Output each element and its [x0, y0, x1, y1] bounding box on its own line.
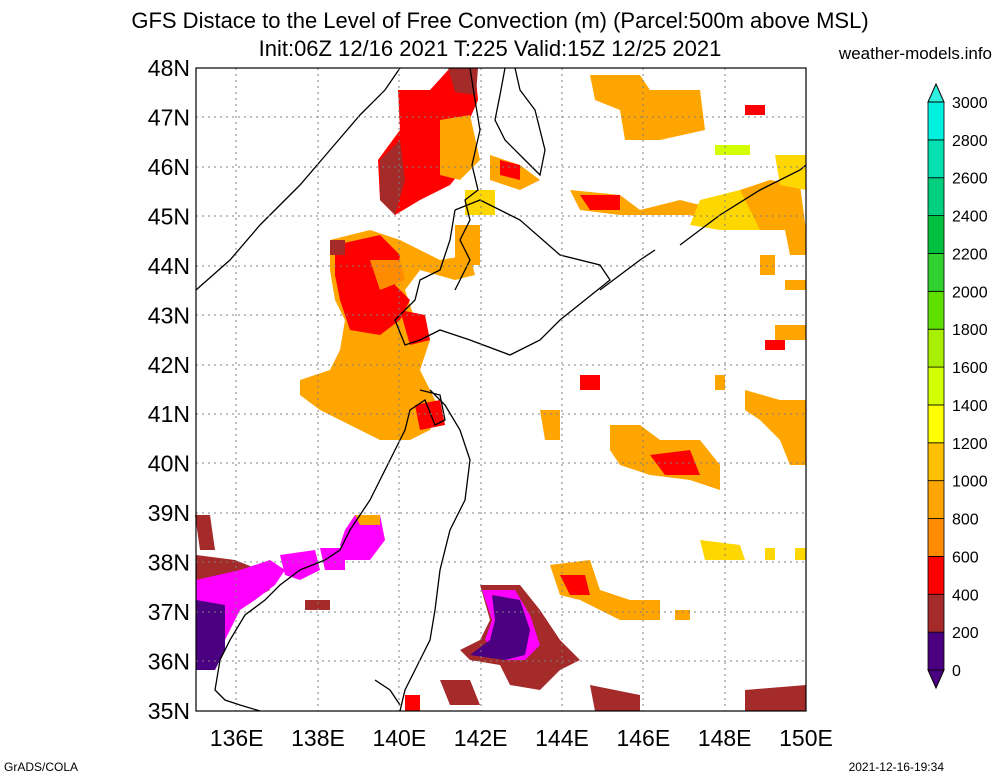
colorbar-swatch: [927, 328, 945, 368]
colorbar-swatch: [927, 593, 945, 633]
latitude-label: 36N: [148, 649, 190, 675]
colorbar-label: 1200: [952, 436, 988, 453]
chart-subtitle: Init:06Z 12/16 2021 T:225 Valid:15Z 12/2…: [258, 36, 722, 61]
colorbar: 0 200 400 600 800 1000 1200 1400 1600 1800 2000 220…: [927, 82, 988, 690]
colorbar-swatch: [927, 556, 945, 595]
longitude-label: 138E: [291, 725, 345, 751]
colorbar-label: 1400: [952, 398, 988, 415]
chart-title: GFS Distace to the Level of Free Convect…: [131, 8, 869, 33]
colorbar-label: 0: [952, 663, 961, 680]
map-frame: [195, 67, 807, 712]
latitude-label: 35N: [148, 698, 190, 724]
colorbar-swatch: [927, 631, 945, 671]
colorbar-swatch: [927, 290, 945, 330]
colorbar-swatch: [927, 139, 945, 179]
render-timestamp: 2021-12-16-19:34: [848, 760, 944, 774]
colorbar-swatch: [927, 215, 945, 254]
colorbar-swatch: [927, 480, 945, 519]
colorbar-label: 1600: [952, 360, 988, 377]
colorbar-swatch: [927, 442, 945, 482]
latitude-label: 47N: [148, 104, 190, 130]
colorbar-label: 400: [952, 587, 979, 604]
colorbar-swatch: [927, 366, 945, 406]
colorbar-label: 2800: [952, 133, 988, 150]
colorbar-label: 2000: [952, 284, 988, 301]
latitude-label: 41N: [148, 401, 190, 427]
longitude-labels: 136E 138E 140E 142E 144E 146E 148E 150E: [210, 725, 833, 751]
longitude-label: 136E: [210, 725, 264, 751]
colorbar-min-arrow: [927, 669, 945, 690]
longitude-label: 144E: [535, 725, 589, 751]
latitude-label: 40N: [148, 451, 190, 477]
colorbar-swatch: [927, 177, 945, 217]
latitude-label: 46N: [148, 154, 190, 180]
longitude-label: 150E: [779, 725, 833, 751]
colorbar-label: 3000: [952, 95, 988, 112]
coastlines: [195, 67, 807, 712]
latitude-label: 37N: [148, 599, 190, 625]
longitude-label: 140E: [372, 725, 426, 751]
colorbar-max-arrow: [927, 82, 945, 103]
latitude-label: 45N: [148, 203, 190, 229]
graticule: [196, 68, 806, 711]
lfc-field: [195, 68, 806, 711]
colorbar-label: 1800: [952, 322, 988, 339]
latitude-label: 42N: [148, 352, 190, 378]
latitude-label: 44N: [148, 253, 190, 279]
latitude-label: 38N: [148, 550, 190, 576]
colorbar-label: 600: [952, 549, 979, 566]
colorbar-label: 2200: [952, 246, 988, 263]
longitude-label: 146E: [616, 725, 670, 751]
latitude-label: 43N: [148, 302, 190, 328]
colorbar-swatch: [927, 253, 945, 292]
longitude-label: 142E: [454, 725, 508, 751]
colorbar-label: 200: [952, 625, 979, 642]
site-credit: weather-models.info: [838, 44, 992, 63]
colorbar-label: 2600: [952, 171, 988, 188]
latitude-label: 48N: [148, 55, 190, 81]
colorbar-label: 1000: [952, 474, 988, 491]
colorbar-swatch: [927, 101, 945, 141]
longitude-label: 148E: [698, 725, 752, 751]
latitude-label: 39N: [148, 500, 190, 526]
colorbar-label: 2400: [952, 209, 988, 226]
colorbar-label: 800: [952, 512, 979, 529]
colorbar-swatch: [927, 518, 945, 557]
colorbar-swatch: [927, 404, 945, 444]
software-credit: GrADS/COLA: [4, 760, 79, 774]
latitude-labels: 48N 47N 46N 45N 44N 43N 42N 41N 40N 39N 38N 37N 36N 3…: [148, 55, 190, 724]
